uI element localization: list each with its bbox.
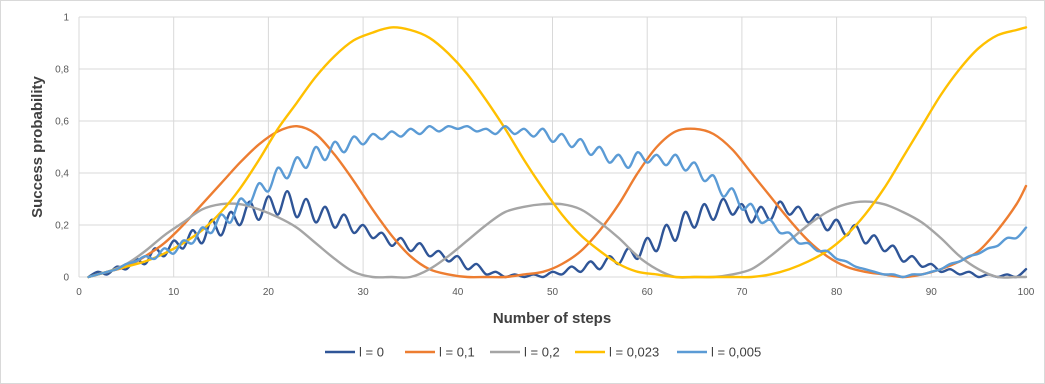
legend-label-1: l = 0,1: [439, 345, 475, 360]
y-axis: 0 0,2 0,4 0,6 0,8 1: [55, 13, 69, 284]
legend-label-3: l = 0,023: [609, 345, 659, 360]
x-tick-label: 20: [263, 287, 275, 298]
series-line-0: [87, 189, 1028, 279]
y-tick-label: 0: [63, 273, 69, 284]
x-tick-label: 0: [76, 287, 82, 298]
grid-lines: [78, 16, 1027, 278]
series-lines: [87, 26, 1028, 279]
x-tick-label: 90: [926, 287, 938, 298]
y-tick-label: 0,6: [55, 117, 69, 128]
x-tick-label: 10: [168, 287, 180, 298]
series-line-4: [87, 124, 1028, 279]
x-tick-label: 100: [1018, 287, 1035, 298]
x-tick-label: 80: [831, 287, 843, 298]
y-tick-label: 0,4: [55, 169, 69, 180]
x-axis: 0 10 20 30 40 50 60 70 80 90 100: [76, 287, 1035, 298]
y-tick-label: 0,2: [55, 221, 69, 232]
x-tick-label: 30: [358, 287, 370, 298]
legend-label-0: l = 0: [359, 345, 384, 360]
y-tick-label: 0,8: [55, 65, 69, 76]
series-line-3: [87, 26, 1028, 279]
legend-label-2: l = 0,2: [524, 345, 560, 360]
x-tick-label: 50: [547, 287, 559, 298]
series-line-2: [87, 200, 1028, 279]
x-axis-title: Number of steps: [493, 310, 611, 327]
x-tick-label: 70: [736, 287, 748, 298]
legend: l = 0 l = 0,1 l = 0,2 l = 0,023 l = 0,005: [325, 345, 761, 360]
x-tick-label: 40: [452, 287, 464, 298]
x-tick-label: 60: [642, 287, 654, 298]
y-axis-title: Success probability: [29, 75, 46, 217]
legend-label-4: l = 0,005: [711, 345, 761, 360]
y-tick-label: 1: [63, 13, 69, 24]
